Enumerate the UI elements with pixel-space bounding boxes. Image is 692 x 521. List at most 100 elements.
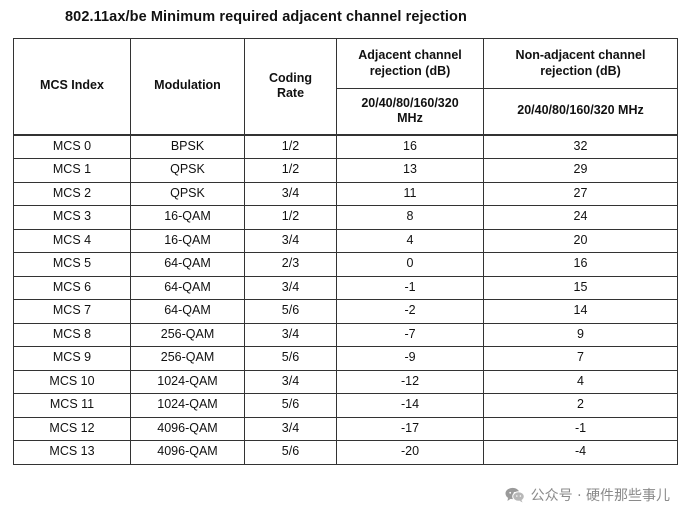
nonadjacent-rejection-cell: 2 [483, 393, 678, 418]
nonadjacent-rejection-cell: 4 [483, 369, 678, 394]
adjacent-rejection-cell: 16 [336, 133, 484, 159]
table-row: MCS 4 16-QAM 3/4 4 20 [13, 228, 678, 253]
coding-rate-cell: 1/2 [244, 205, 337, 230]
coding-rate-cell: 2/3 [244, 252, 337, 277]
mcs-index-cell: MCS 10 [13, 369, 131, 394]
coding-rate-cell: 3/4 [244, 322, 337, 347]
table-row: MCS 7 64-QAM 5/6 -2 14 [13, 299, 678, 324]
header-coding-rate-line1: Coding [268, 70, 313, 85]
modulation-cell: 64-QAM [130, 252, 245, 277]
table-row: MCS 2 QPSK 3/4 11 27 [13, 181, 678, 206]
nonadjacent-rejection-cell: 14 [483, 299, 678, 324]
nonadjacent-rejection-cell: 29 [483, 158, 678, 183]
table-row: MCS 3 16-QAM 1/2 8 24 [13, 205, 678, 230]
coding-rate-cell: 3/4 [244, 275, 337, 300]
header-adjacent-line1: Adjacent channel [358, 47, 462, 62]
nonadjacent-rejection-cell: -4 [483, 440, 678, 465]
modulation-cell: 4096-QAM [130, 416, 245, 441]
modulation-cell: 64-QAM [130, 299, 245, 324]
table-row: MCS 5 64-QAM 2/3 0 16 [13, 252, 678, 277]
table-row: MCS 9 256-QAM 5/6 -9 7 [13, 346, 678, 371]
modulation-cell: 64-QAM [130, 275, 245, 300]
coding-rate-cell: 3/4 [244, 416, 337, 441]
header-adjacent-line2: rejection (dB) [369, 63, 451, 78]
modulation-cell: BPSK [130, 133, 245, 159]
mcs-index-cell: MCS 13 [13, 440, 131, 465]
table-row: MCS 12 4096-QAM 3/4 -17 -1 [13, 416, 678, 441]
table-row: MCS 6 64-QAM 3/4 -1 15 [13, 275, 678, 300]
coding-rate-cell: 5/6 [244, 393, 337, 418]
adjacent-rejection-cell: -9 [336, 346, 484, 371]
modulation-cell: 256-QAM [130, 346, 245, 371]
adjacent-rejection-cell: -2 [336, 299, 484, 324]
coding-rate-cell: 3/4 [244, 181, 337, 206]
table-row: MCS 0 BPSK 1/2 16 32 [13, 133, 678, 159]
adjacent-rejection-cell: -1 [336, 275, 484, 300]
coding-rate-cell: 5/6 [244, 299, 337, 324]
coding-rate-cell: 5/6 [244, 440, 337, 465]
adjacent-rejection-cell: 0 [336, 252, 484, 277]
header-nonadjacent-rejection: Non-adjacent channel rejection (dB) [483, 38, 678, 89]
header-adjacent-bandwidth: 20/40/80/160/320 MHz [336, 88, 484, 135]
header-modulation: Modulation [130, 38, 245, 135]
header-coding-rate-line2: Rate [276, 86, 305, 101]
nonadjacent-rejection-cell: 24 [483, 205, 678, 230]
nonadjacent-rejection-cell: 15 [483, 275, 678, 300]
watermark: 公众号 · 硬件那些事儿 [505, 485, 670, 505]
table-row: MCS 1 QPSK 1/2 13 29 [13, 158, 678, 183]
adjacent-rejection-cell: -7 [336, 322, 484, 347]
header-adjacent-rejection: Adjacent channel rejection (dB) [336, 38, 484, 89]
mcs-index-cell: MCS 2 [13, 181, 131, 206]
nonadjacent-rejection-cell: 7 [483, 346, 678, 371]
mcs-index-cell: MCS 6 [13, 275, 131, 300]
adjacent-rejection-cell: 11 [336, 181, 484, 206]
header-adjacent-bw-line2: MHz [397, 111, 423, 126]
header-nonadjacent-bandwidth: 20/40/80/160/320 MHz [483, 88, 678, 135]
adjacent-rejection-cell: -14 [336, 393, 484, 418]
coding-rate-cell: 1/2 [244, 158, 337, 183]
modulation-cell: 4096-QAM [130, 440, 245, 465]
mcs-index-cell: MCS 9 [13, 346, 131, 371]
mcs-index-cell: MCS 0 [13, 133, 131, 159]
coding-rate-cell: 3/4 [244, 369, 337, 394]
nonadjacent-rejection-cell: 20 [483, 228, 678, 253]
coding-rate-cell: 3/4 [244, 228, 337, 253]
table-row: MCS 13 4096-QAM 5/6 -20 -4 [13, 440, 678, 465]
adjacent-rejection-cell: -20 [336, 440, 484, 465]
modulation-cell: 256-QAM [130, 322, 245, 347]
modulation-cell: QPSK [130, 181, 245, 206]
wechat-icon [505, 487, 525, 503]
mcs-index-cell: MCS 4 [13, 228, 131, 253]
header-mcs-index: MCS Index [13, 38, 131, 135]
header-adjacent-bw-line1: 20/40/80/160/320 [361, 95, 459, 110]
table-row: MCS 8 256-QAM 3/4 -7 9 [13, 322, 678, 347]
mcs-index-cell: MCS 12 [13, 416, 131, 441]
adjacent-rejection-cell: -17 [336, 416, 484, 441]
header-nonadjacent-line2: rejection (dB) [540, 63, 621, 78]
table-body: MCS 0 BPSK 1/2 16 32 MCS 1 QPSK 1/2 13 29 MCS 2 QPS… [13, 133, 678, 465]
mcs-index-cell: MCS 7 [13, 299, 131, 324]
header-coding-rate: Coding Rate [244, 38, 337, 135]
page-title: 802.11ax/be Minimum required adjacent ch… [65, 9, 467, 25]
nonadjacent-rejection-cell: -1 [483, 416, 678, 441]
adjacent-rejection-cell: 4 [336, 228, 484, 253]
header-nonadjacent-line1: Non-adjacent channel [515, 47, 646, 62]
mcs-index-cell: MCS 11 [13, 393, 131, 418]
coding-rate-cell: 1/2 [244, 133, 337, 159]
adjacent-rejection-cell: 8 [336, 205, 484, 230]
adjacent-rejection-cell: -12 [336, 369, 484, 394]
modulation-cell: 16-QAM [130, 205, 245, 230]
nonadjacent-rejection-cell: 32 [483, 133, 678, 159]
nonadjacent-rejection-cell: 27 [483, 181, 678, 206]
table-row: MCS 11 1024-QAM 5/6 -14 2 [13, 393, 678, 418]
watermark-text: 公众号 · 硬件那些事儿 [530, 488, 670, 504]
modulation-cell: 16-QAM [130, 228, 245, 253]
nonadjacent-rejection-cell: 16 [483, 252, 678, 277]
mcs-index-cell: MCS 8 [13, 322, 131, 347]
nonadjacent-rejection-cell: 9 [483, 322, 678, 347]
modulation-cell: QPSK [130, 158, 245, 183]
adjacent-channel-rejection-table: MCS Index Modulation Coding Rate Adjacen… [13, 38, 678, 465]
mcs-index-cell: MCS 1 [13, 158, 131, 183]
mcs-index-cell: MCS 5 [13, 252, 131, 277]
table-row: MCS 10 1024-QAM 3/4 -12 4 [13, 369, 678, 394]
